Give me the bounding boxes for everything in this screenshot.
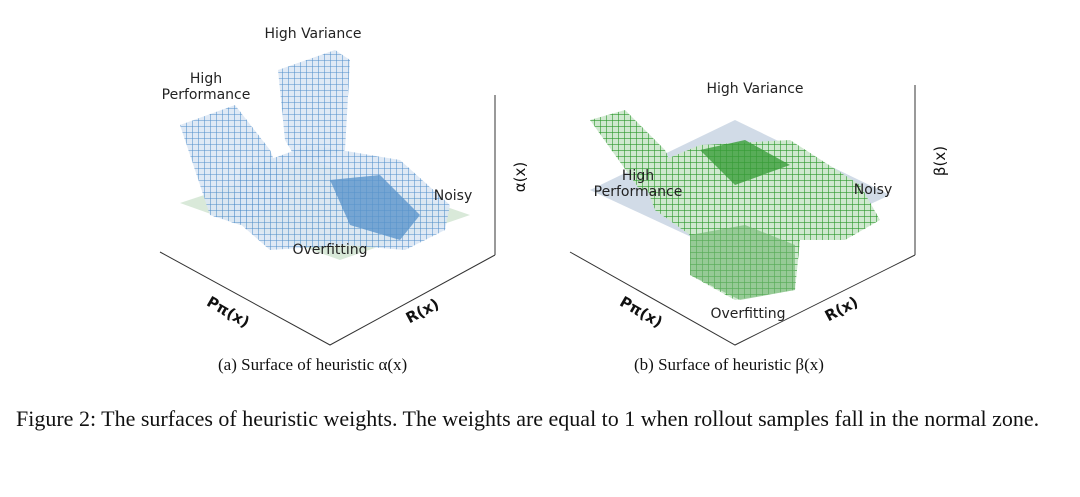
label: High Performance <box>593 168 683 200</box>
label: Overfitting <box>710 306 786 322</box>
label: Noisy <box>433 188 473 204</box>
subcaption: (a) Surface of heuristic α(x) <box>218 355 408 374</box>
panel-b-surface <box>569 85 916 346</box>
figure-caption: Figure 2: The surfaces of heuristic weig… <box>16 406 1040 431</box>
axis-label: β(x) <box>931 145 950 177</box>
label: High Variance <box>264 26 362 42</box>
figure-graphics <box>159 50 916 346</box>
label: High Variance <box>706 81 804 97</box>
label: Overfitting <box>292 242 368 258</box>
label: Noisy <box>853 182 893 198</box>
subcaption: (b) Surface of heuristic β(x) <box>634 355 824 374</box>
panel-a-surface <box>159 50 496 346</box>
axis-label: α(x) <box>511 161 530 193</box>
label: High Performance <box>161 71 251 103</box>
